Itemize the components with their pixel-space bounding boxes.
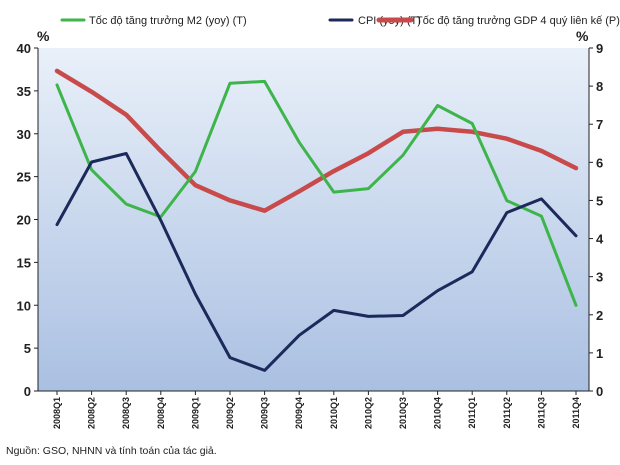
right-tick-label: 3 [596,270,603,285]
x-tick-label: 2008Q3 [121,397,131,429]
left-axis-unit: % [37,28,50,44]
x-tick-label-group: 2010Q4 [433,397,443,429]
source-note: Nguồn: GSO, NHNN và tính toán của tác gi… [6,445,217,457]
left-tick-label: 20 [17,213,31,228]
right-tick-label: 9 [596,41,603,56]
x-tick-label-group: 2011Q3 [536,397,546,429]
x-tick-label: 2009Q4 [294,397,304,429]
x-tick-label: 2011Q1 [467,397,477,429]
x-tick-label-group: 2008Q4 [156,397,166,429]
x-tick-label: 2008Q2 [87,397,97,429]
right-tick-label: 2 [596,308,603,323]
x-tick-label: 2009Q1 [190,397,200,429]
x-tick-label: 2009Q3 [260,397,270,429]
x-tick-label-group: 2011Q4 [571,397,581,429]
x-tick-label-group: 2008Q1 [52,397,62,429]
x-tick-label-group: 2008Q2 [87,397,97,429]
x-tick-label: 2011Q4 [571,397,581,429]
left-tick-label: 5 [24,341,31,356]
left-tick-label: 0 [24,384,31,399]
right-tick-label: 5 [596,193,603,208]
right-tick-label: 4 [596,232,604,247]
right-tick-label: 8 [596,79,603,94]
left-tick-label: 25 [17,170,31,185]
x-tick-label-group: 2010Q2 [363,397,373,429]
x-tick-label: 2010Q1 [329,397,339,429]
legend-label-3: Tốc độ tăng trưởng GDP 4 quý liên kế (P) [416,15,620,27]
x-tick-label: 2009Q2 [225,397,235,429]
legend-label-1: Tốc độ tăng trưởng M2 (yoy) (T) [89,15,247,27]
right-axis-unit: % [576,28,589,44]
x-tick-label: 2010Q2 [363,397,373,429]
x-tick-label-group: 2010Q3 [398,397,408,429]
x-tick-label-group: 2009Q4 [294,397,304,429]
right-tick-label: 1 [596,346,603,361]
series-line-2 [55,152,578,372]
x-tick-label-group: 2009Q3 [260,397,270,429]
x-tick-label: 2008Q4 [156,397,166,429]
left-tick-label: 35 [17,84,31,99]
x-tick-label: 2011Q2 [502,397,512,429]
plot-area [38,48,589,391]
x-tick-label: 2008Q1 [52,397,62,429]
x-tick-label-group: 2010Q1 [329,397,339,429]
left-tick-label: 40 [17,41,31,56]
x-tick-label: 2011Q3 [536,397,546,429]
right-tick-label: 0 [596,384,603,399]
x-tick-label: 2010Q4 [433,397,443,429]
x-tick-label-group: 2009Q1 [190,397,200,429]
right-tick-label: 6 [596,155,603,170]
line-chart: % % 0 5 10 15 20 25 30 35 40 0 1 2 3 4 5 6 7 8 9 2008Q1 2008… [17,15,620,429]
series-line-1 [55,79,578,307]
series-line-3 [54,68,579,213]
left-tick-label: 10 [17,298,31,313]
x-tick-label: 2010Q3 [398,397,408,429]
left-tick-label: 30 [17,127,31,142]
left-tick-label: 15 [17,255,31,270]
x-tick-label-group: 2009Q2 [225,397,235,429]
right-tick-label: 7 [596,117,603,132]
x-tick-label-group: 2011Q1 [467,397,477,429]
x-tick-label-group: 2011Q2 [502,397,512,429]
x-tick-label-group: 2008Q3 [121,397,131,429]
